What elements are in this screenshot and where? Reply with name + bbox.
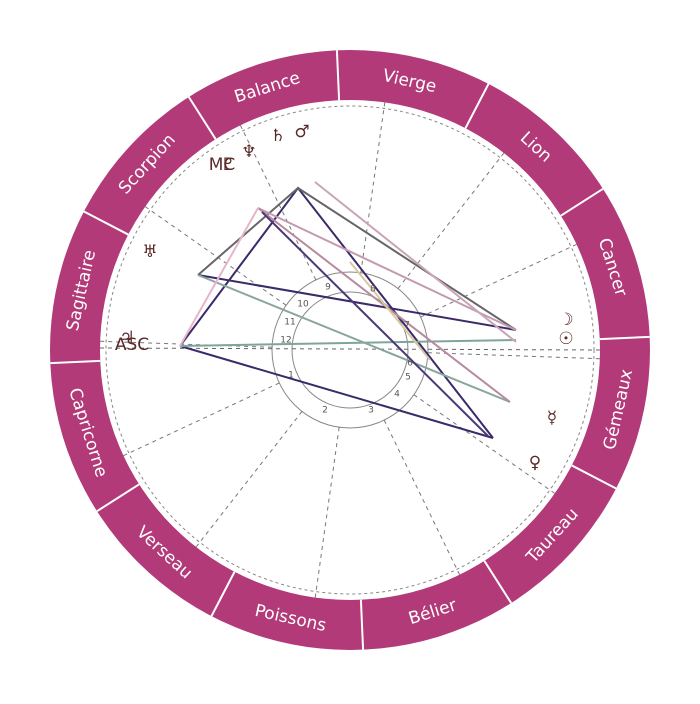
inner-disc [100, 100, 600, 600]
planet-pluto: ♇ [220, 155, 235, 175]
sign-divider [560, 187, 604, 217]
sign-divider [483, 560, 513, 604]
house-number: 6 [407, 359, 413, 369]
house-number: 12 [280, 336, 291, 346]
aspect [179, 339, 517, 347]
aspect-lines [179, 181, 517, 439]
aspect [257, 207, 517, 331]
house-number: 9 [325, 283, 331, 293]
sign-divider [96, 483, 140, 513]
aspect [179, 207, 259, 347]
planet-mars: ♂ [294, 122, 309, 142]
aspect [197, 274, 511, 403]
sign-divider [464, 83, 490, 129]
house-number: 2 [322, 406, 328, 416]
planet-venus: ♀ [529, 453, 541, 473]
planet-sun: ☉ [558, 329, 573, 349]
asc-label: ASC [115, 335, 149, 355]
sign-divider [599, 335, 650, 341]
sign-divider [571, 464, 617, 490]
house-number: 11 [284, 318, 295, 328]
house-number: 10 [297, 300, 309, 310]
house-inner-circle [291, 291, 409, 409]
sign-divider [210, 571, 236, 617]
house-number: 4 [394, 390, 400, 400]
inner-dashed-ring [105, 105, 595, 595]
sign-divider [50, 359, 101, 365]
horizon-line [99, 347, 601, 351]
mc-label: MC [209, 155, 236, 175]
house-number: 8 [370, 285, 376, 295]
house-number: 3 [368, 406, 374, 416]
planet-neptune: ♆ [241, 142, 256, 162]
planet-mercury: ☿ [547, 408, 557, 428]
sign-divider [187, 96, 217, 140]
aspect [179, 345, 494, 439]
aspect [261, 211, 489, 437]
planet-moon: ☽ [558, 310, 573, 330]
sign-divider [83, 210, 129, 236]
planet-uranus: ♅ [142, 242, 157, 262]
aspect [314, 181, 517, 343]
aspect [197, 274, 517, 331]
planet-jupiter: ♃ [119, 328, 134, 348]
aspect [349, 261, 431, 361]
house-number: 5 [405, 373, 411, 383]
house-number: 1 [288, 371, 294, 381]
sign-divider [335, 50, 341, 101]
planet-saturn: ♄ [270, 126, 285, 146]
house-number: 7 [404, 321, 410, 331]
aspect [197, 186, 517, 331]
sign-divider [359, 599, 365, 650]
house-outer-circle [271, 271, 429, 429]
house-cusps [99, 102, 601, 598]
